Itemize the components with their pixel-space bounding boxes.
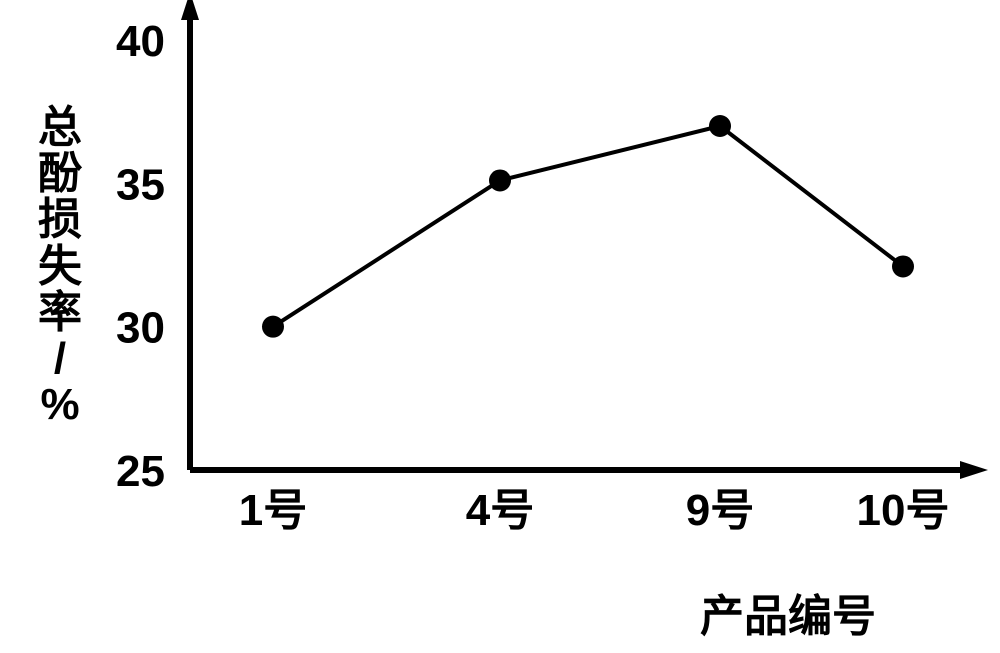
y-tick-label: 40 xyxy=(116,17,165,66)
x-tick-label: 10号 xyxy=(857,486,950,535)
y-tick-label: 30 xyxy=(116,304,165,353)
y-axis-title: 总 酚 损 失 率 / % xyxy=(35,105,85,428)
x-axis-title: 产品编号 xyxy=(700,580,876,644)
data-point xyxy=(709,115,731,137)
x-tick-label: 4号 xyxy=(466,486,534,535)
line-chart: 25 30 35 40 1号 4号 9号 10号 xyxy=(0,0,1000,653)
data-point xyxy=(892,255,914,277)
y-tick-label: 35 xyxy=(116,160,165,209)
chart-container: 总 酚 损 失 率 / % 25 30 35 40 1号 4号 9号 10号 产品编号 xyxy=(0,0,1000,653)
x-tick-label: 1号 xyxy=(239,486,307,535)
y-tick-label: 25 xyxy=(116,447,165,496)
x-tick-label: 9号 xyxy=(686,486,754,535)
data-point xyxy=(489,169,511,191)
data-line xyxy=(273,126,903,327)
data-point xyxy=(262,316,284,338)
